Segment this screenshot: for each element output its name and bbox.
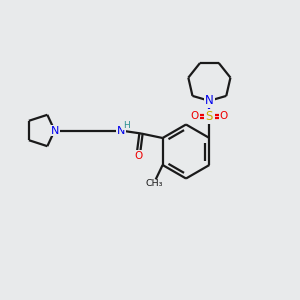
- Text: CH₃: CH₃: [146, 178, 163, 188]
- Text: N: N: [205, 94, 214, 107]
- Text: H: H: [123, 121, 129, 130]
- Text: O: O: [134, 151, 143, 161]
- Text: O: O: [220, 111, 228, 122]
- Text: N: N: [116, 125, 125, 136]
- Text: O: O: [191, 111, 199, 122]
- Text: N: N: [50, 125, 59, 136]
- Text: S: S: [206, 110, 213, 123]
